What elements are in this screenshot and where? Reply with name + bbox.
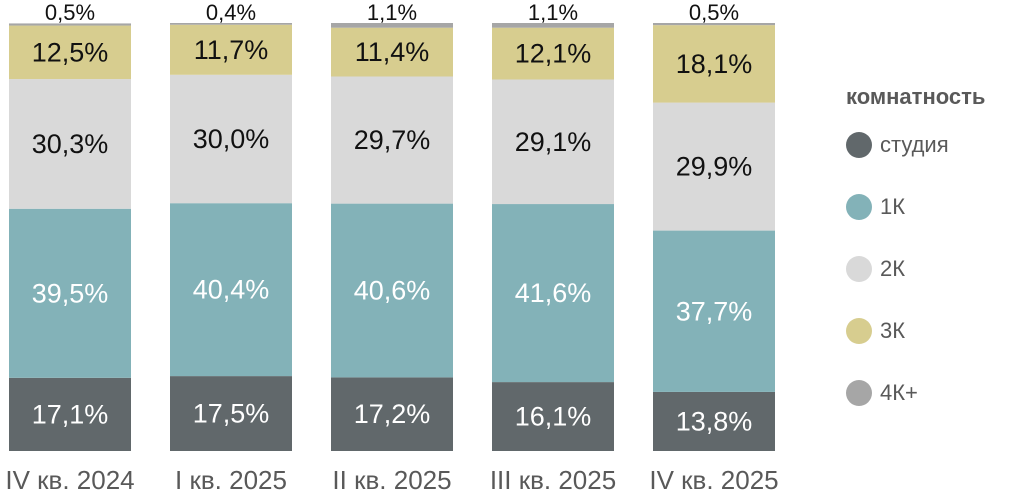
- bar-segment-3-2: [170, 74, 292, 204]
- legend-item: 4К+: [846, 378, 985, 408]
- legend-label: 1К: [880, 194, 906, 219]
- data-label: 1,1%: [528, 0, 578, 25]
- legend-swatch: [846, 380, 872, 406]
- legend-swatch: [846, 256, 872, 282]
- bar-segment-3-1: [9, 79, 131, 209]
- legend-swatch: [846, 132, 872, 158]
- legend-label: 4К+: [880, 380, 918, 405]
- data-label: 17,5%: [193, 399, 270, 429]
- legend-title: комнатность: [846, 84, 986, 109]
- bar-segment-2-4: [492, 204, 614, 383]
- data-label: 39,5%: [32, 278, 109, 308]
- bar-segment-2-5: [653, 230, 775, 392]
- data-label: 40,6%: [354, 276, 431, 306]
- bar-segment-1-4: [492, 382, 614, 451]
- legend-item: 1К: [846, 192, 985, 222]
- data-label: 1,1%: [367, 0, 417, 25]
- data-label: 11,4%: [355, 37, 430, 67]
- bar-segment-1-2: [170, 376, 292, 451]
- data-label: 0,5%: [45, 0, 95, 25]
- data-label: 41,6%: [515, 278, 592, 308]
- data-label: 12,5%: [32, 37, 109, 67]
- legend-label: студия: [880, 132, 949, 157]
- data-label: 12,1%: [515, 39, 592, 69]
- bar-segment-4-1: [9, 25, 131, 80]
- data-label: 11,7%: [194, 35, 269, 65]
- bar-segment-5-3: [331, 23, 453, 28]
- bar-segment-1-3: [331, 377, 453, 451]
- legend-swatch: [846, 194, 872, 220]
- bar-segment-2-2: [170, 203, 292, 377]
- legend-item: студия: [846, 130, 985, 160]
- legend-item: 2К: [846, 254, 985, 284]
- bar-segment-2-3: [331, 203, 453, 378]
- bar-segment-4-4: [492, 27, 614, 80]
- bar-segment-2-1: [9, 208, 131, 378]
- data-label: 29,9%: [676, 152, 753, 182]
- data-label: 30,3%: [32, 129, 109, 159]
- legend-label: 2К: [880, 256, 906, 281]
- bar-segment-3-3: [331, 76, 453, 204]
- x-tick-label: IV кв. 2024: [5, 465, 134, 495]
- x-tick-label: IV кв. 2025: [649, 465, 778, 495]
- bar-segment-4-3: [331, 27, 453, 77]
- bar-segment-5-5: [653, 23, 775, 26]
- bar-segment-1-1: [9, 377, 131, 451]
- data-label: 40,4%: [193, 275, 270, 305]
- data-label: 29,7%: [354, 125, 431, 155]
- x-tick-label: I кв. 2025: [175, 465, 287, 495]
- bar-segment-3-4: [492, 79, 614, 205]
- bar-segment-5-4: [492, 23, 614, 28]
- data-label: 16,1%: [515, 402, 592, 432]
- data-label: 0,5%: [689, 0, 739, 25]
- bar-segment-5-2: [170, 23, 292, 25]
- legend-label: 3К: [880, 318, 906, 343]
- legend: комнатность студия 1К 2К 3К 4К+: [846, 84, 985, 440]
- data-label: 29,1%: [515, 127, 592, 157]
- x-tick-label: III кв. 2025: [490, 465, 616, 495]
- data-label: 37,7%: [676, 296, 753, 326]
- data-label: 18,1%: [676, 49, 753, 79]
- data-label: 17,2%: [354, 399, 431, 429]
- bar-segment-4-2: [170, 24, 292, 75]
- bar-segment-3-5: [653, 102, 775, 231]
- data-label: 30,0%: [193, 124, 270, 154]
- data-label: 17,1%: [32, 399, 109, 429]
- legend-item: 3К: [846, 316, 985, 346]
- bar-segment-5-1: [9, 23, 131, 26]
- bar-segment-1-5: [653, 391, 775, 451]
- bar-segment-4-5: [653, 25, 775, 103]
- data-label: 13,8%: [676, 406, 753, 436]
- legend-swatch: [846, 318, 872, 344]
- data-label: 0,4%: [206, 0, 256, 25]
- x-tick-label: II кв. 2025: [332, 465, 451, 495]
